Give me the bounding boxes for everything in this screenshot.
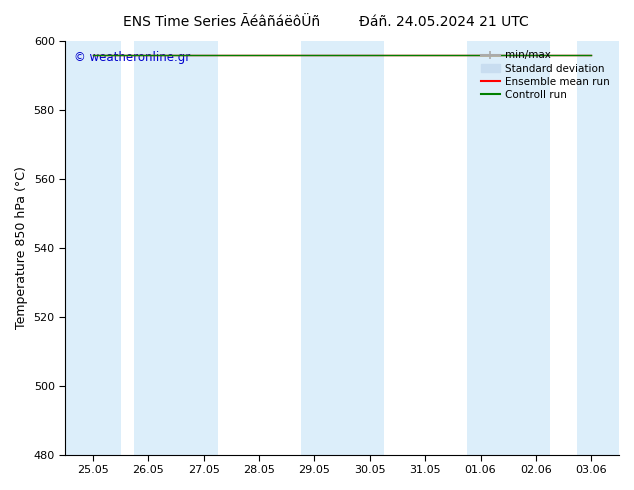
Text: © weatheronline.gr: © weatheronline.gr: [74, 51, 190, 64]
Bar: [578, 41, 619, 455]
Bar: [301, 41, 384, 455]
Y-axis label: Temperature 850 hPa (°C): Temperature 850 hPa (°C): [15, 167, 28, 329]
Text: ENS Time Series ÃéâñáëôÜñ: ENS Time Series ÃéâñáëôÜñ: [124, 15, 320, 29]
Bar: [65, 41, 120, 455]
Legend: min/max, Standard deviation, Ensemble mean run, Controll run: min/max, Standard deviation, Ensemble me…: [477, 46, 614, 104]
Text: Đáñ. 24.05.2024 21 UTC: Đáñ. 24.05.2024 21 UTC: [359, 15, 529, 29]
Bar: [467, 41, 550, 455]
Bar: [134, 41, 217, 455]
